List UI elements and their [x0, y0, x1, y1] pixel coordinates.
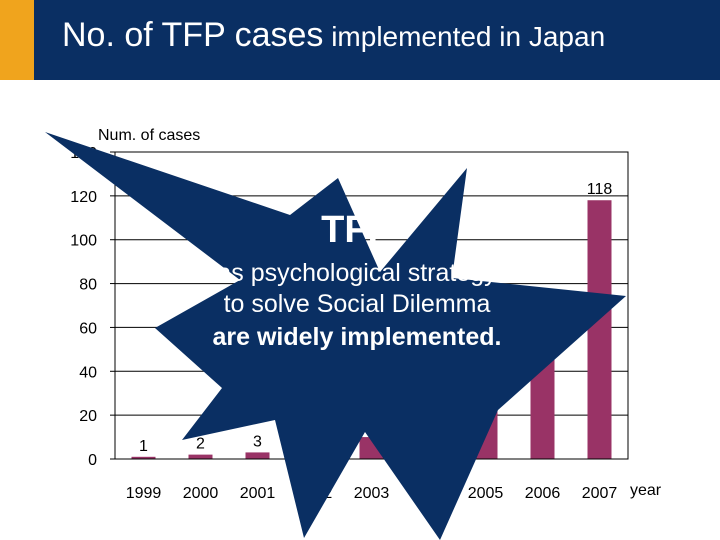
- x-tick-label: 2006: [525, 485, 561, 502]
- slide-title-main: No. of TFP cases: [62, 16, 324, 54]
- data-label: 3: [253, 433, 262, 450]
- y-tick-label: 40: [79, 364, 97, 381]
- callout-line-1: as psychological strategy: [217, 259, 497, 287]
- x-tick-label: 2003: [354, 485, 390, 502]
- y-axis-title: Num. of cases: [98, 127, 200, 144]
- title-accent-block: [0, 0, 34, 80]
- x-tick-label: 2000: [183, 485, 219, 502]
- x-tick-label: 2001: [240, 485, 276, 502]
- x-tick-label: 2005: [468, 485, 504, 502]
- y-tick-label: 120: [70, 189, 97, 206]
- x-axis-title: year: [630, 482, 662, 499]
- y-tick-label: 80: [79, 277, 97, 294]
- y-tick-label: 60: [79, 320, 97, 337]
- data-label: 1: [139, 438, 148, 455]
- slide-title-sub: implemented in Japan: [323, 21, 606, 52]
- y-tick-label: 100: [70, 233, 97, 250]
- callout-burst-shape: [45, 132, 626, 540]
- bar-chart: 12310118 0204060801001201401999200020012…: [45, 127, 662, 540]
- bar: [245, 452, 270, 459]
- callout-heading: TFP: [321, 209, 393, 251]
- data-label: 118: [587, 181, 613, 198]
- y-tick-label: 20: [79, 408, 97, 425]
- bar: [131, 456, 156, 459]
- title-bar: No. of TFP cases implemented in Japan: [0, 0, 720, 80]
- y-tick-label: 0: [88, 452, 97, 469]
- callout-line-2: to solve Social Dilemma: [224, 290, 491, 318]
- x-tick-label: 1999: [126, 485, 162, 502]
- data-label: 2: [196, 436, 205, 453]
- slide-title: No. of TFP cases implemented in Japan: [62, 16, 605, 55]
- bar: [188, 454, 213, 459]
- callout-line-3: are widely implemented.: [213, 323, 502, 351]
- bar: [587, 200, 612, 459]
- x-tick-label: 2007: [582, 485, 618, 502]
- plot-area: [114, 151, 629, 460]
- callout: TFP as psychological strategy to solve S…: [45, 132, 626, 540]
